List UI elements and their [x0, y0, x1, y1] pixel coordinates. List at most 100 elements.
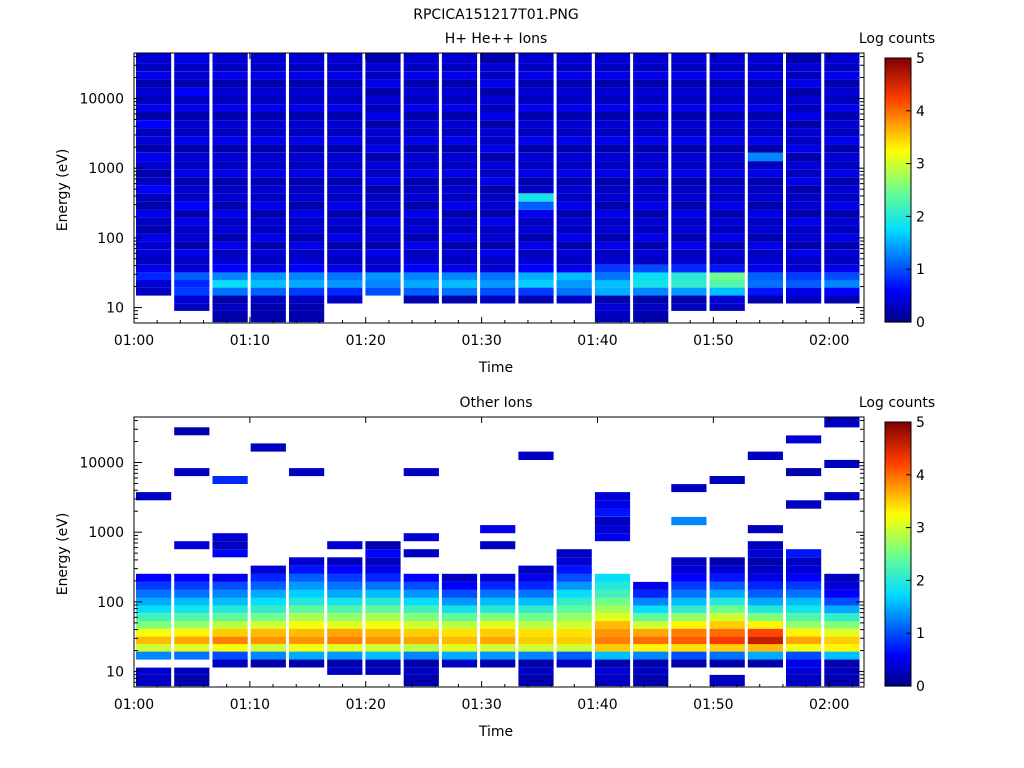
heatmap-cell — [403, 573, 439, 582]
colorbar-segment — [885, 147, 911, 151]
heatmap-cell — [709, 87, 745, 96]
heatmap-cell — [671, 295, 707, 304]
heatmap-cell — [365, 605, 401, 614]
heatmap-cell — [747, 79, 783, 88]
heatmap-cell — [633, 667, 669, 675]
colorbar-segment — [885, 192, 911, 196]
heatmap-cell — [327, 63, 363, 72]
heatmap-cell — [633, 52, 669, 64]
heatmap-cell — [594, 185, 631, 194]
heatmap-cell — [403, 177, 439, 186]
heatmap-cell — [365, 52, 401, 64]
heatmap-cell — [671, 484, 707, 493]
heatmap-cell — [136, 120, 172, 129]
heatmap-cell — [136, 280, 172, 288]
heatmap-cell — [136, 152, 172, 162]
colorbar-segment — [885, 472, 911, 476]
heatmap-cell — [136, 272, 172, 281]
heatmap-cell — [327, 52, 363, 64]
heatmap-cell — [594, 674, 631, 687]
heatmap-cell — [250, 63, 286, 72]
heatmap-cell — [709, 120, 745, 129]
heatmap-cell — [594, 644, 631, 652]
heatmap-cell — [327, 249, 363, 258]
heatmap-cell — [786, 209, 822, 218]
heatmap-cell — [212, 549, 248, 558]
heatmap-cell — [480, 87, 516, 96]
heatmap-cell — [403, 79, 439, 88]
heatmap-cell — [212, 628, 248, 637]
colorbar-segment — [885, 87, 911, 91]
heatmap-cell — [556, 193, 592, 202]
heatmap-cell — [556, 280, 592, 288]
heatmap-cell — [747, 589, 783, 598]
colorbar-segment — [885, 287, 911, 291]
colorbar-segment — [885, 224, 911, 228]
heatmap-cell — [365, 217, 401, 226]
heatmap-cell — [212, 79, 248, 88]
heatmap-cell — [594, 112, 631, 120]
heatmap-cell — [403, 287, 439, 296]
colorbar-label: Log counts — [859, 31, 935, 47]
heatmap-cell — [556, 71, 592, 80]
heatmap-cell — [824, 249, 860, 258]
heatmap-cell — [441, 193, 478, 202]
heatmap-cell — [480, 104, 516, 113]
heatmap-cell — [441, 144, 478, 153]
colorbar-segment — [885, 213, 911, 217]
heatmap-cell — [709, 659, 745, 668]
heatmap-cell — [594, 303, 631, 311]
heatmap-cell — [212, 589, 248, 598]
heatmap-cell — [518, 177, 554, 186]
heatmap-cell — [212, 128, 248, 137]
heatmap-cell — [174, 79, 210, 88]
heatmap-cell — [556, 613, 592, 622]
heatmap-cell — [747, 177, 783, 186]
heatmap-cell — [671, 128, 707, 137]
heatmap-cell — [633, 659, 669, 668]
heatmap-cell — [594, 193, 631, 202]
heatmap-cell — [556, 177, 592, 186]
heatmap-cell — [403, 264, 439, 273]
colorbar-segment — [885, 197, 911, 202]
heatmap-cell — [786, 233, 822, 242]
heatmap-cell — [594, 525, 631, 534]
colorbar-segment — [885, 229, 911, 233]
heatmap-cell — [633, 104, 669, 113]
colorbar-segment — [885, 672, 911, 677]
heatmap-cell — [212, 280, 248, 288]
colorbar-segment — [885, 683, 911, 687]
x-tick-label: 01:10 — [230, 697, 270, 713]
heatmap-cell — [594, 581, 631, 590]
heatmap-cell — [633, 112, 669, 120]
heatmap-cell — [633, 144, 669, 153]
colorbar-segment — [885, 171, 911, 175]
colorbar-segment — [885, 290, 911, 294]
heatmap-cell — [289, 621, 325, 629]
heatmap-cell — [480, 233, 516, 242]
colorbar-segment — [885, 514, 911, 518]
heatmap-cell — [633, 161, 669, 170]
heatmap-cell — [786, 651, 822, 660]
heatmap-cell — [365, 63, 401, 72]
heatmap-cell — [747, 272, 783, 281]
heatmap-cell — [441, 272, 478, 281]
heatmap-cell — [556, 573, 592, 582]
x-ticks-panel-2: 01:00 01:10 01:20 01:30 01:40 01:50 02:00 — [114, 417, 853, 713]
heatmap-cell — [174, 667, 210, 675]
colorbar-tick-label: 0 — [916, 315, 925, 331]
heatmap-cell — [174, 209, 210, 218]
heatmap-cell — [709, 193, 745, 202]
heatmap-cell — [365, 87, 401, 96]
colorbar-segment — [885, 73, 911, 78]
heatmap-cell — [403, 63, 439, 72]
axes-frame-panel-1 — [133, 52, 865, 324]
heatmap-cell — [136, 264, 172, 273]
heatmap-cell — [174, 651, 210, 660]
heatmap-cell — [327, 613, 363, 622]
heatmap-cell — [403, 249, 439, 258]
heatmap-cell — [594, 257, 631, 265]
heatmap-cell — [709, 233, 745, 242]
x-tick-label: 01:10 — [230, 333, 270, 349]
heatmap-cell — [556, 257, 592, 265]
